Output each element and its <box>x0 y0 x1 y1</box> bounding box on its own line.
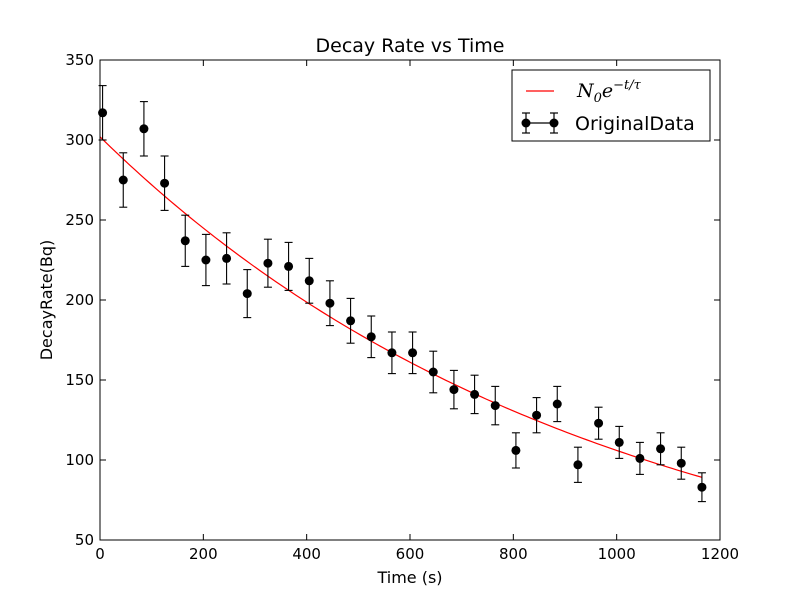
legend-fit-e: e <box>602 80 613 102</box>
y-tick-label: 100 <box>65 451 94 469</box>
data-point <box>635 453 645 463</box>
data-point <box>139 124 149 134</box>
data-point <box>449 385 459 395</box>
data-point-group <box>594 406 604 440</box>
data-point <box>263 258 273 268</box>
data-point <box>242 289 252 299</box>
data-point <box>366 332 376 342</box>
data-point <box>490 401 500 411</box>
y-tick-label: 200 <box>65 291 94 309</box>
y-tick-label: 250 <box>65 211 94 229</box>
data-point-group <box>304 257 314 304</box>
legend-fit-label: N0e−t/τ <box>576 78 642 106</box>
data-point-group <box>160 155 170 211</box>
data-point-group <box>387 331 397 375</box>
data-point <box>594 418 604 428</box>
x-tick-label: 800 <box>499 545 528 563</box>
x-tick-label: 200 <box>189 545 218 563</box>
fit-curve <box>99 136 703 478</box>
data-point-group <box>180 214 190 267</box>
data-point <box>552 399 562 409</box>
data-point <box>614 437 624 447</box>
data-point <box>470 389 480 399</box>
data-point <box>98 108 108 118</box>
data-point-group <box>222 232 232 285</box>
data-point <box>408 348 418 358</box>
data-point-group <box>346 297 356 344</box>
data-point <box>532 410 542 420</box>
data-point-group <box>449 369 459 410</box>
data-point <box>118 175 128 185</box>
data-point-group <box>614 425 624 459</box>
data-point <box>180 236 190 246</box>
data-point-group <box>697 472 707 503</box>
data-point-group <box>470 374 480 415</box>
data-point-group <box>656 432 666 466</box>
x-tick-label: 400 <box>292 545 321 563</box>
data-point-group <box>635 441 645 475</box>
data-point-group <box>263 238 273 288</box>
legend-fit-subscript: 0 <box>594 91 602 106</box>
data-point-group <box>284 241 294 291</box>
data-point <box>284 261 294 271</box>
legend: N0e−t/τ OriginalData <box>511 69 711 142</box>
data-point <box>304 276 314 286</box>
x-tick-label: 1000 <box>598 545 636 563</box>
x-tick-label: 600 <box>396 545 425 563</box>
data-point <box>325 298 335 308</box>
data-point-group <box>366 315 376 359</box>
x-tick-label: 0 <box>95 545 105 563</box>
y-tick-label: 350 <box>65 51 94 69</box>
data-point <box>573 460 583 470</box>
data-point-group <box>98 85 108 141</box>
data-point-group <box>511 432 521 469</box>
data-point <box>428 367 438 377</box>
data-point-group <box>573 446 583 483</box>
x-axis-label: Time (s) <box>376 568 442 587</box>
data-point-group <box>242 269 252 319</box>
data-point-group <box>408 331 418 375</box>
plot-area: 0 200 400 600 800 1000 1200 50 100 150 200 250 300 35… <box>65 51 739 563</box>
y-tick-label: 150 <box>65 371 94 389</box>
data-point-group <box>532 397 542 434</box>
data-point <box>676 458 686 468</box>
legend-data-label: OriginalData <box>575 113 695 135</box>
data-point-group <box>325 280 335 327</box>
data-point <box>387 348 397 358</box>
data-point-group <box>552 385 562 423</box>
data-point <box>511 445 521 455</box>
data-point <box>346 316 356 326</box>
data-point <box>160 178 170 188</box>
data-point-group <box>118 152 128 208</box>
data-point-group <box>676 446 686 480</box>
chart-title: Decay Rate vs Time <box>316 35 505 57</box>
x-tick-label: 1200 <box>701 545 739 563</box>
data-point-group <box>490 385 500 426</box>
legend-box <box>511 69 711 142</box>
legend-fit-superscript: −t/τ <box>613 78 641 93</box>
y-tick-label: 50 <box>75 531 94 549</box>
data-point-group <box>201 233 211 287</box>
legend-fit-base: N <box>576 80 595 102</box>
data-point <box>697 482 707 492</box>
y-axis-label: DecayRate(Bq) <box>37 240 56 361</box>
data-point-group <box>139 101 149 157</box>
data-point <box>656 444 666 454</box>
data-point-group <box>428 350 438 394</box>
data-point <box>222 253 232 263</box>
data-point <box>201 255 211 265</box>
legend-data-swatch <box>521 112 559 134</box>
y-tick-label: 300 <box>65 131 94 149</box>
